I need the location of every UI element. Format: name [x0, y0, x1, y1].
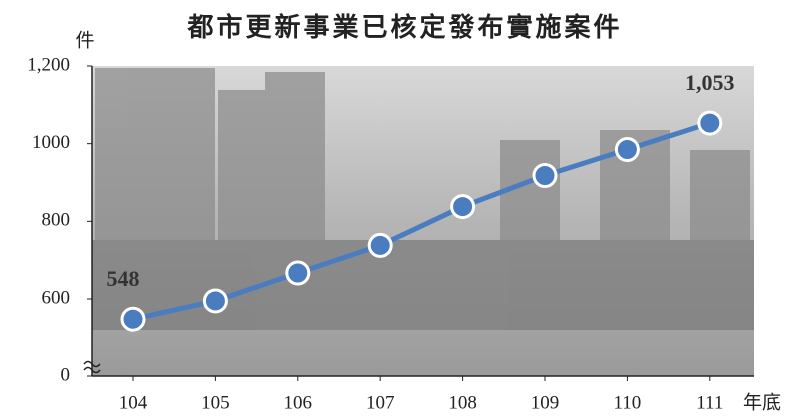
- data-point: [120, 306, 146, 332]
- x-tick-label: 107: [366, 392, 395, 413]
- series-line: [132, 120, 711, 322]
- axis-break: [83, 360, 101, 374]
- y-tick-label: 0: [61, 364, 71, 385]
- x-tick-label: 108: [448, 392, 477, 413]
- data-point: [532, 163, 558, 189]
- building-silhouettes: [92, 68, 754, 330]
- chart-title: 都市更新事業已核定發布實施案件: [186, 12, 622, 42]
- value-label: 548: [107, 266, 140, 291]
- data-point: [202, 288, 228, 314]
- data-point: [367, 232, 393, 258]
- data-point: [285, 260, 311, 286]
- x-tick-label: 105: [201, 392, 230, 413]
- y-tick-label: 1,200: [27, 54, 70, 75]
- x-tick-label: 111: [696, 392, 723, 413]
- data-point: [697, 110, 723, 136]
- data-point: [450, 194, 476, 220]
- data-point: [614, 136, 640, 162]
- y-tick-label: 800: [42, 210, 71, 231]
- y-axis-label: 件: [75, 29, 94, 51]
- value-label: 1,053: [685, 70, 735, 95]
- x-tick-label: 110: [614, 392, 642, 413]
- y-tick-label: 600: [42, 287, 71, 308]
- y-tick-label: 1000: [32, 132, 70, 153]
- x-tick-label: 106: [284, 392, 313, 413]
- x-tick-label: 104: [119, 392, 148, 413]
- x-axis-label: 年底: [743, 391, 781, 413]
- x-tick-label: 109: [531, 392, 560, 413]
